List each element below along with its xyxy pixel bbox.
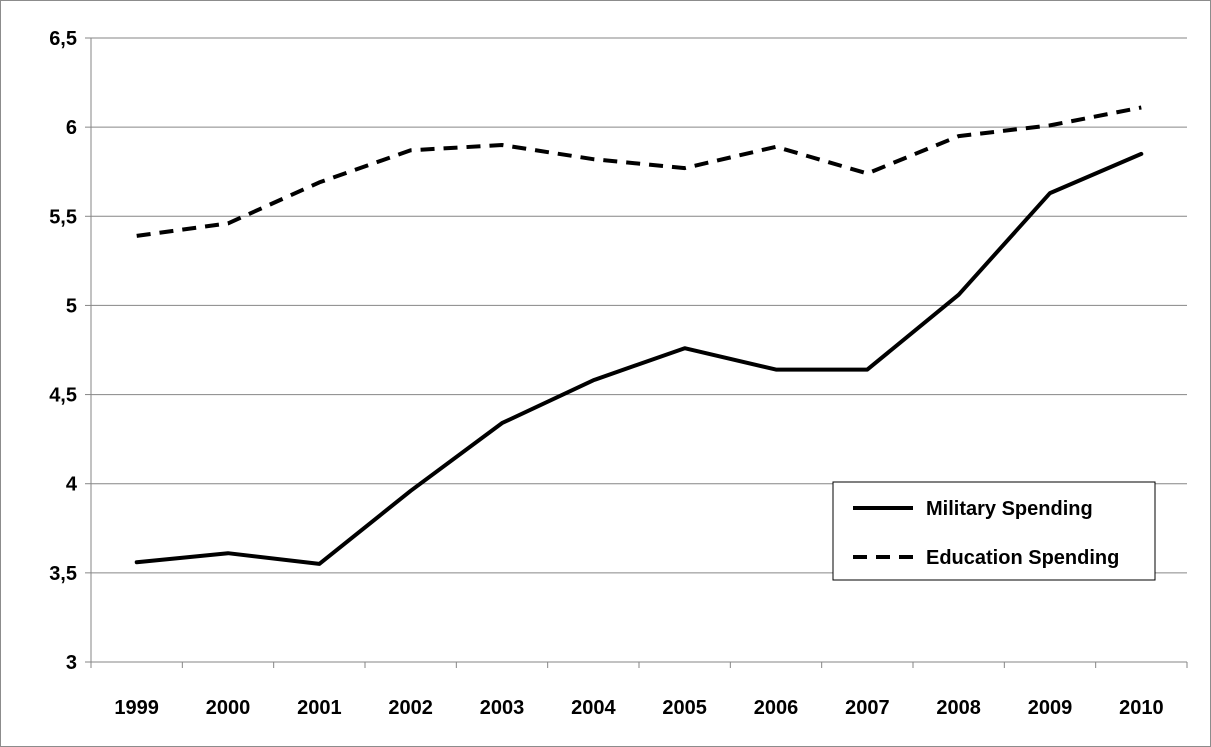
series-lines xyxy=(134,105,1144,566)
axes xyxy=(85,37,1188,668)
x-tick-label: 2006 xyxy=(754,697,799,719)
legend: Military Spending Education Spending xyxy=(832,481,1156,581)
y-tick-label: 3,5 xyxy=(49,563,77,585)
y-tick-label: 3 xyxy=(66,652,77,674)
x-tick-label: 2008 xyxy=(936,697,981,719)
x-tick-label: 2005 xyxy=(662,697,707,719)
y-tick-label: 4,5 xyxy=(49,385,77,407)
x-tick-label: 2010 xyxy=(1119,697,1164,719)
y-tick-labels: 3 3,5 4 4,5 5 5,5 6 6,5 xyxy=(49,28,78,674)
x-tick-label: 2007 xyxy=(845,697,890,719)
legend-label-military: Military Spending xyxy=(926,498,1093,520)
y-tick-label: 5 xyxy=(66,295,77,317)
y-tick-label: 4 xyxy=(66,474,78,496)
x-tick-label: 2002 xyxy=(388,697,433,719)
legend-label-education: Education Spending xyxy=(926,547,1119,569)
legend-box xyxy=(832,481,1156,581)
x-tick-label: 2003 xyxy=(480,697,525,719)
x-tick-labels: 1999 2000 2001 2002 2003 2004 2005 2006 2007 2008… xyxy=(114,697,1163,719)
y-tick-label: 5,5 xyxy=(49,206,77,228)
x-tick-label: 2000 xyxy=(206,697,251,719)
series-line-education xyxy=(136,105,1142,238)
y-tick-label: 6 xyxy=(66,117,77,139)
series-line-military xyxy=(134,151,1144,566)
x-tick-label: 1999 xyxy=(114,697,159,719)
y-tick-label: 6,5 xyxy=(49,28,77,50)
grid-lines xyxy=(91,37,1187,574)
x-tick-label: 2009 xyxy=(1028,697,1073,719)
x-tick-label: 2001 xyxy=(297,697,342,719)
x-tick-label: 2004 xyxy=(571,697,616,719)
